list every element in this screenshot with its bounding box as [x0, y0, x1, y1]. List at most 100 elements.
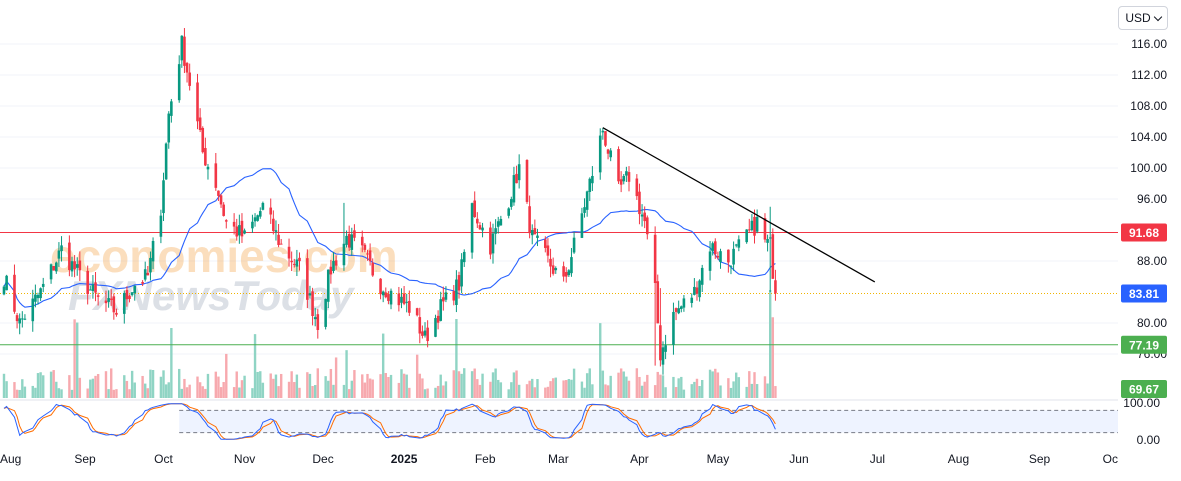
volume-bar [698, 385, 701, 398]
watermark-economies: economies.com [50, 230, 398, 282]
volume-bar [463, 368, 466, 398]
volume-bar [277, 386, 280, 398]
candle-body [350, 234, 354, 250]
volume-bar [585, 373, 589, 398]
trendline[interactable] [602, 127, 876, 283]
volume-bar [763, 376, 767, 398]
volume-bar [361, 374, 364, 398]
volume-bar [60, 389, 63, 398]
volume-bar [52, 370, 55, 398]
price-badge-volume [1121, 380, 1167, 398]
time-label: Oc [1103, 452, 1118, 466]
candle-body [222, 204, 225, 216]
volume-bar [144, 383, 147, 398]
candle-body [544, 239, 547, 248]
candle-body [86, 270, 89, 295]
candle-body [554, 268, 558, 271]
candle-body [598, 135, 602, 173]
candle-body [530, 230, 534, 236]
volume-bar [693, 381, 696, 398]
candle-body [256, 215, 259, 221]
candle-body [481, 227, 484, 231]
volume-bar [748, 371, 751, 398]
volume-bar [507, 389, 510, 398]
candle-body [15, 315, 19, 322]
stochastic-k-line [3, 403, 776, 440]
volume-bar [128, 389, 131, 398]
time-axis[interactable]: Aug Sep Oct Nov Dec 2025 Feb Mar Apr May Jun Jul Aug… [0, 452, 1118, 466]
price-axis[interactable]: 116.00 112.00 108.00 104.00 100.00 96.00 88.00… [1123, 37, 1167, 447]
candle-body [455, 279, 458, 305]
candle-body [133, 285, 137, 294]
volume-bar [389, 374, 393, 398]
candle-body [162, 180, 165, 214]
candle-body [711, 243, 714, 251]
volume-bar [259, 371, 262, 398]
volume-bar [588, 368, 591, 398]
volume-bar [659, 374, 662, 398]
volume-bar [39, 372, 42, 398]
volume-bar [324, 376, 327, 398]
candle-body [240, 220, 244, 237]
candle-body [439, 299, 443, 321]
volume-bar [489, 381, 492, 398]
stochastic-tick-label: 0.00 [1137, 433, 1161, 447]
volume-bar [238, 387, 241, 398]
volume-bar [91, 378, 95, 398]
volume-bar [146, 388, 150, 398]
volume-bar [308, 373, 312, 398]
currency-selector[interactable]: USD [1118, 6, 1168, 30]
time-label: Dec [312, 452, 333, 466]
volume-bar [18, 389, 21, 398]
volume-bar [31, 385, 34, 398]
candle-body [601, 130, 605, 133]
candle-body [622, 176, 626, 182]
volume-bar [510, 382, 513, 398]
volume-bar [753, 372, 756, 398]
volume-bar [123, 375, 126, 398]
volume-bar [737, 377, 741, 398]
volume-bar [701, 380, 704, 398]
moving-average-line [3, 168, 776, 308]
candle-body [232, 221, 236, 227]
volume-bar [23, 386, 27, 398]
volume-bar [188, 384, 191, 398]
candle-body [167, 113, 171, 143]
price-badge-text-volume: 69.67 [1129, 383, 1159, 397]
candle-body [585, 191, 589, 210]
candle-body [397, 293, 401, 306]
volume-bar [646, 374, 649, 398]
candle-body [567, 270, 571, 276]
price-badge-text-support: 77.19 [1129, 338, 1159, 352]
volume-bar [42, 375, 45, 398]
volume-bar [76, 322, 79, 398]
volume-bar [460, 373, 463, 398]
volume-bar [384, 373, 387, 398]
time-label: Feb [475, 452, 496, 466]
volume-bar [580, 381, 584, 398]
price-badge-text-resistance: 91.68 [1129, 226, 1159, 240]
stochastic-pane [0, 399, 1119, 440]
volume-bar [366, 373, 369, 398]
volume-bar [682, 389, 686, 398]
candle-body [755, 216, 759, 232]
candle-body [88, 289, 92, 291]
volume-bar [251, 388, 254, 398]
volume-bar [164, 384, 168, 398]
candle-body [384, 292, 388, 298]
candle-body [750, 220, 754, 231]
volume-bar [640, 385, 644, 398]
volume-bar [661, 375, 665, 398]
volume-bar [750, 383, 754, 398]
volume-bar [643, 381, 646, 398]
volume-bar [274, 374, 278, 398]
candle-body [183, 36, 186, 66]
candle-body [238, 225, 241, 236]
volume-bar [269, 373, 272, 398]
candle-body [253, 217, 257, 222]
volume-bar [68, 375, 71, 398]
volume-bar [327, 380, 330, 398]
candle-body [39, 288, 42, 299]
